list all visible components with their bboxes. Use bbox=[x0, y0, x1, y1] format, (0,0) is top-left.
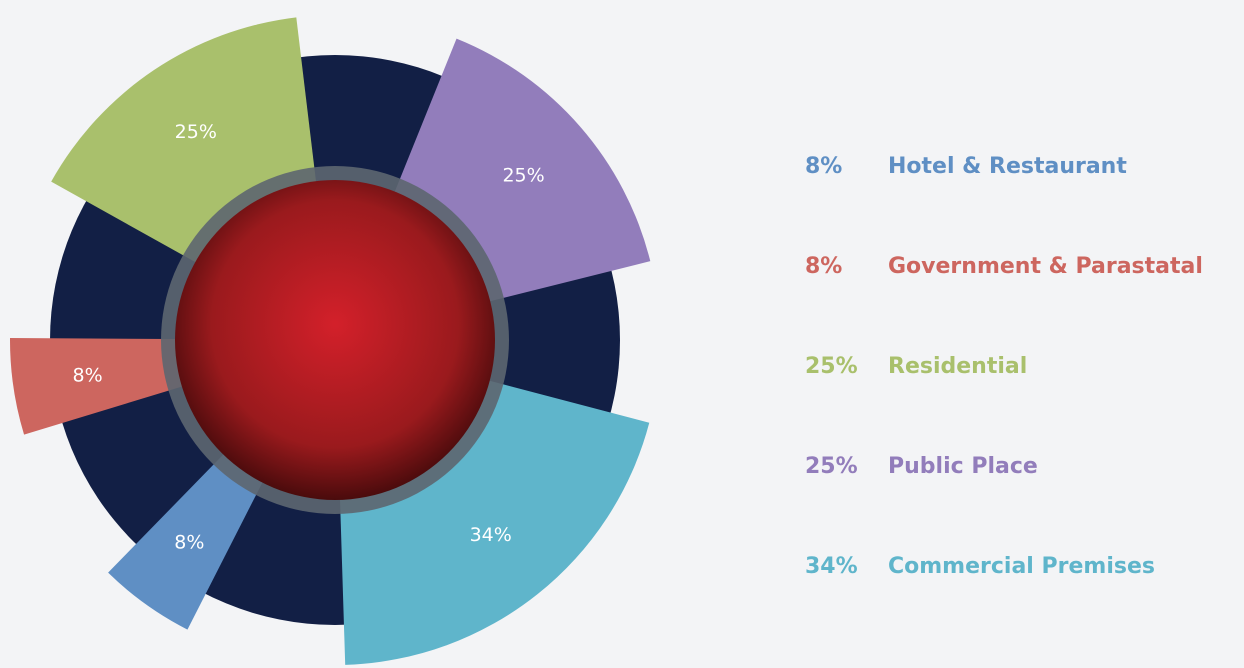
legend-label: Residential bbox=[888, 354, 1027, 379]
legend-value: 8% bbox=[805, 154, 842, 179]
center-sphere bbox=[175, 180, 495, 500]
legend-label: Hotel & Restaurant bbox=[888, 154, 1127, 179]
legend-value: 25% bbox=[805, 454, 858, 479]
segment-label: 34% bbox=[470, 524, 512, 546]
segment-label: 8% bbox=[174, 532, 204, 554]
segment-label: 8% bbox=[73, 365, 103, 387]
segment-label: 25% bbox=[175, 121, 217, 143]
segment-label: 25% bbox=[502, 164, 544, 186]
legend-label: Commercial Premises bbox=[888, 554, 1155, 579]
legend-label: Public Place bbox=[888, 454, 1038, 479]
legend-value: 8% bbox=[805, 254, 842, 279]
legend-label: Government & Parastatal bbox=[888, 254, 1203, 279]
legend-value: 25% bbox=[805, 354, 858, 379]
legend-value: 34% bbox=[805, 554, 858, 579]
